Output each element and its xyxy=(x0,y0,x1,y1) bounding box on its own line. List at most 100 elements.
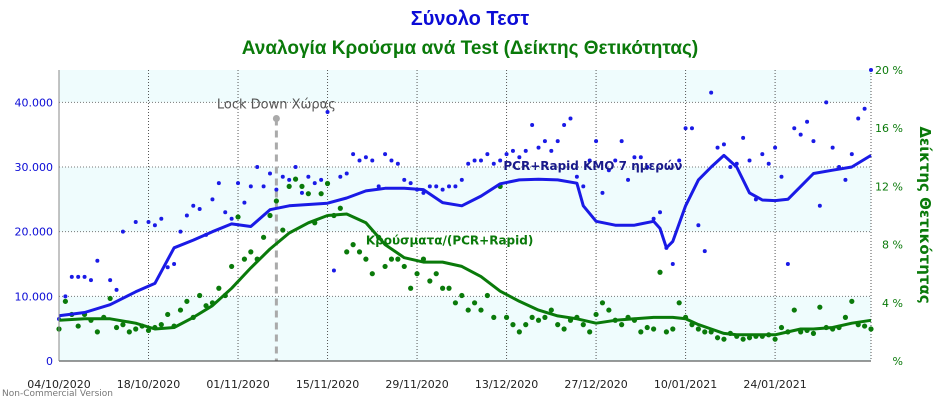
tests-point xyxy=(197,207,202,212)
positivity-point xyxy=(363,256,369,262)
y2-axis-label: Δείκτης Θετικότητας xyxy=(916,126,934,303)
tests-point xyxy=(210,197,215,202)
positivity-point xyxy=(184,298,190,304)
positivity-point xyxy=(670,326,676,332)
positivity-point xyxy=(849,298,855,304)
x-tick-label: 24/01/2021 xyxy=(743,378,806,391)
positivity-point xyxy=(395,256,401,262)
tests-point xyxy=(478,158,483,163)
plot-band xyxy=(59,102,871,167)
positivity-point xyxy=(401,263,407,270)
tests-point xyxy=(683,126,688,131)
positivity-point xyxy=(145,327,152,334)
lockdown-label: Lock Down Χώρας xyxy=(217,98,336,113)
positivity-point xyxy=(471,300,478,306)
tests-point xyxy=(223,210,228,215)
tests-point xyxy=(510,148,515,153)
y-tick-label: 40.000 xyxy=(15,96,54,109)
tests-point xyxy=(274,187,279,192)
positivity-point xyxy=(260,234,267,240)
positivity-point xyxy=(273,198,279,204)
tests-point xyxy=(95,258,100,263)
lockdown-marker xyxy=(272,115,280,122)
positivity-point xyxy=(516,329,522,335)
y-tick-label: 0 xyxy=(46,355,53,368)
tests-point xyxy=(191,203,196,208)
positivity-point xyxy=(510,322,516,328)
tests-point xyxy=(869,68,873,72)
positivity-point xyxy=(676,300,682,306)
positivity-point xyxy=(337,205,343,211)
tests-point xyxy=(485,152,490,157)
positivity-point xyxy=(535,317,542,323)
tests-point xyxy=(721,142,726,147)
tests-point xyxy=(383,152,388,157)
tests-point xyxy=(325,110,330,115)
positivity-point xyxy=(305,191,311,197)
tests-point xyxy=(319,177,324,182)
tests-point xyxy=(766,161,771,166)
positivity-point xyxy=(491,314,497,320)
positivity-point xyxy=(369,271,375,277)
tests-point xyxy=(849,152,854,157)
tests-point xyxy=(594,139,599,144)
positivity-point xyxy=(356,249,363,255)
tests-point xyxy=(491,161,496,166)
tests-point xyxy=(178,229,183,234)
tests-point xyxy=(523,148,528,153)
footer-text: Non-Commercial Version xyxy=(2,389,113,399)
tests-point xyxy=(498,158,503,163)
positivity-point xyxy=(427,278,433,284)
tests-point xyxy=(82,274,87,279)
y2-tick-label: 12 % xyxy=(875,180,903,193)
tests-point xyxy=(242,200,247,205)
tests-point xyxy=(114,287,119,292)
tests-point xyxy=(69,274,74,279)
x-tick-label: 27/12/2020 xyxy=(564,378,627,391)
axes-group: 04/10/2020 18/10/2020 01/11/2020 15/11/2020… xyxy=(15,64,904,391)
tests-point xyxy=(229,216,234,221)
x-tick-label: 15/11/2020 xyxy=(296,378,359,391)
tests-point xyxy=(466,161,471,166)
y2-tick-label: 4 % xyxy=(882,297,903,310)
positivity-point xyxy=(414,271,420,277)
positivity-point xyxy=(165,311,171,318)
positivity-point xyxy=(593,311,599,318)
positivity-point xyxy=(107,295,113,302)
tests-point xyxy=(76,274,81,279)
positivity-point xyxy=(484,292,490,299)
positivity-point xyxy=(542,314,548,320)
tests-point xyxy=(517,155,522,160)
positivity-point xyxy=(529,314,535,320)
positivity-point xyxy=(663,329,670,335)
scatter-tests-group xyxy=(57,68,873,321)
positivity-point xyxy=(606,307,612,313)
chart-title: Σύνολο Τεστ xyxy=(411,8,530,30)
positivity-point xyxy=(459,292,465,299)
positivity-point xyxy=(241,256,248,262)
tests-point xyxy=(830,145,835,150)
y-tick-label: 30.000 xyxy=(15,161,54,174)
x-tick-label: 18/10/2020 xyxy=(117,378,180,391)
tests-point xyxy=(549,148,554,153)
positivity-point xyxy=(248,249,254,255)
positivity-point xyxy=(75,323,81,329)
tests-point xyxy=(843,177,848,182)
y2-tick-label: % xyxy=(893,355,903,368)
tests-point xyxy=(632,155,637,160)
y2-tick-label: 8 % xyxy=(882,239,903,252)
positivity-point xyxy=(62,298,68,304)
positivity-point xyxy=(714,335,721,341)
positivity-series-label: Κρούσματα/(PCR+Rapid) xyxy=(366,234,533,248)
tests-point xyxy=(587,158,592,163)
tests-point xyxy=(792,126,797,131)
positivity-point xyxy=(791,307,797,313)
positivity-point xyxy=(120,322,126,328)
positivity-point xyxy=(433,271,439,277)
positivity-point xyxy=(778,324,785,331)
plot-background-group xyxy=(59,70,871,361)
tests-point xyxy=(504,152,509,157)
tests-point xyxy=(856,116,861,121)
tests-point xyxy=(715,145,720,150)
tests-point xyxy=(287,177,292,182)
